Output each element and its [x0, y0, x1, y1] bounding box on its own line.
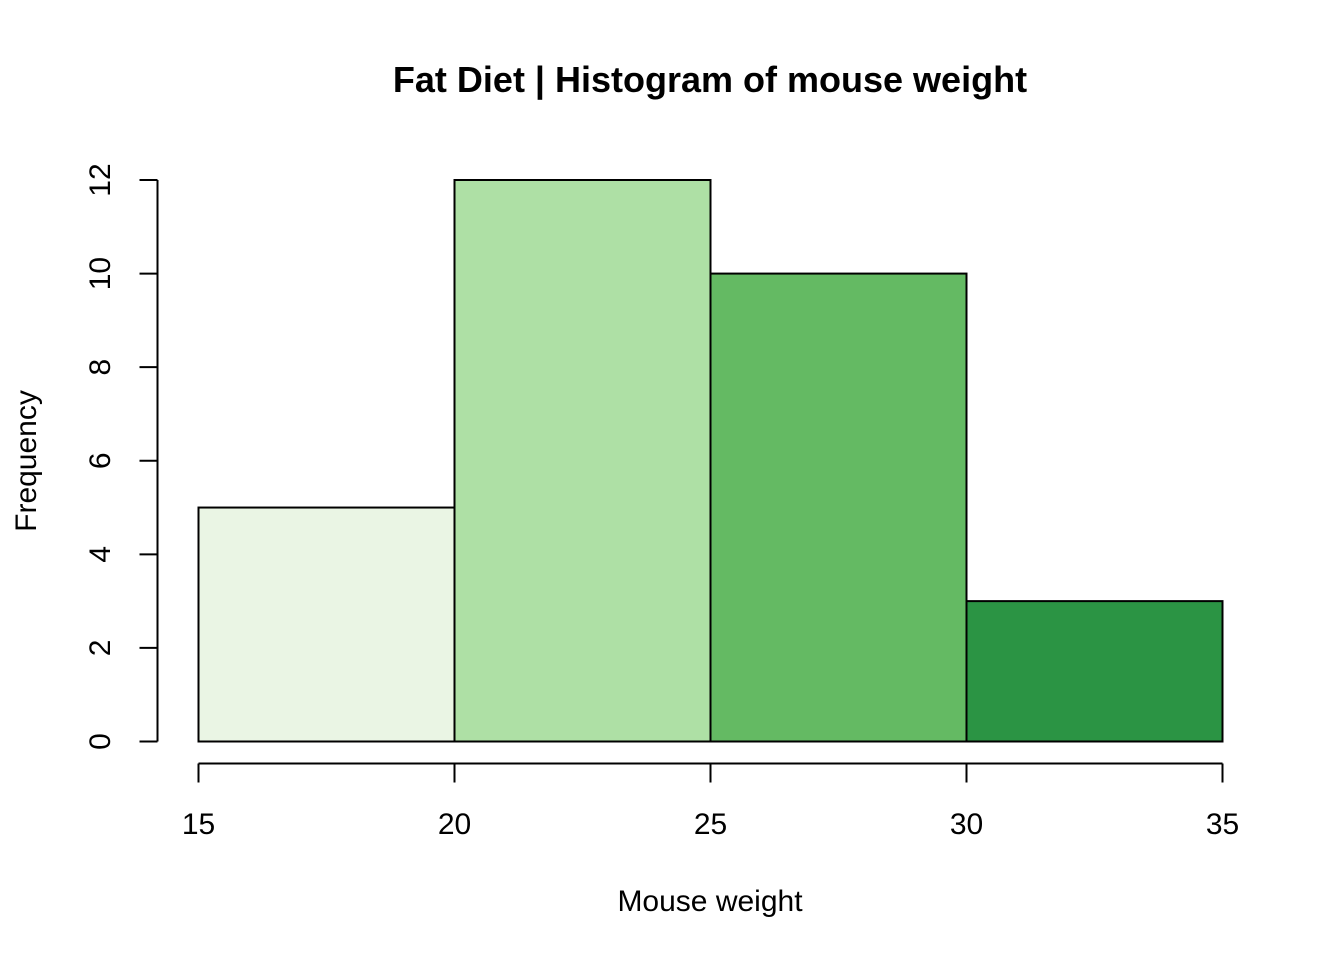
y-tick-label-8: 8	[84, 359, 117, 376]
y-axis-label: Frequency	[10, 390, 43, 532]
x-tick-label-20: 20	[438, 808, 471, 841]
bars-group	[197, 179, 1224, 743]
x-tick-label-25: 25	[694, 808, 727, 841]
x-tick-label-15: 15	[182, 808, 215, 841]
y-tick-label-0: 0	[84, 733, 117, 750]
chart-title: Fat Diet | Histogram of mouse weight	[393, 59, 1027, 101]
x-axis: 15 20 25 30 35	[182, 762, 1239, 841]
y-tick-label-4: 4	[84, 546, 117, 563]
y-axis: 0 2 4 6 8 10 12	[84, 163, 159, 750]
bar-20-25	[453, 179, 712, 743]
x-tick-label-35: 35	[1206, 808, 1239, 841]
y-tick-label-10: 10	[84, 257, 117, 290]
y-tick-label-6: 6	[84, 452, 117, 469]
bar-15-20	[197, 506, 456, 743]
bar-25-30	[709, 272, 968, 743]
x-tick-label-30: 30	[950, 808, 983, 841]
x-axis-label: Mouse weight	[617, 885, 803, 918]
y-tick-label-2: 2	[84, 640, 117, 657]
y-tick-label-12: 12	[84, 163, 117, 196]
bar-30-35	[965, 600, 1224, 743]
